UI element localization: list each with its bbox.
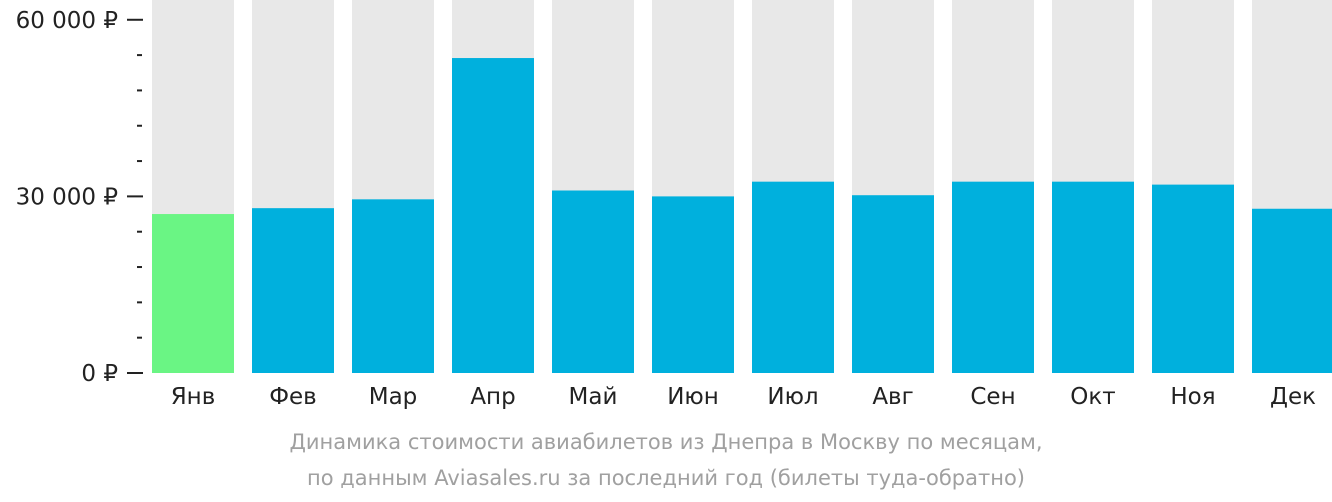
bars — [152, 58, 1332, 374]
y-tick-label: 60 000 ₽ — [16, 8, 118, 34]
bar-2 — [252, 208, 334, 373]
bar-3 — [352, 199, 434, 373]
bar-4 — [452, 58, 534, 374]
bar-11 — [1152, 184, 1234, 373]
y-tick-label: 0 ₽ — [81, 361, 118, 387]
x-tick-label: Янв — [171, 384, 216, 410]
price-bar-chart: 0 ₽ 30 000 ₽ 60 000 ₽ Янв Фев Мар Апр Май Июн Ию… — [16, 0, 1332, 410]
x-tick-label: Июл — [767, 384, 818, 410]
bar-8 — [852, 195, 934, 373]
caption-line-1: Динамика стоимости авиабилетов из Днепра… — [289, 430, 1043, 454]
x-tick-label: Ноя — [1170, 384, 1215, 410]
x-tick-label: Мар — [369, 384, 418, 410]
x-tick-label: Дек — [1270, 384, 1316, 410]
x-axis: Янв Фев Мар Апр Май Июн Июл Авг Сен Окт Ноя Дек — [171, 384, 1316, 410]
caption-line-2: по данным Aviasales.ru за последний год … — [307, 466, 1025, 490]
bar-10 — [1052, 181, 1134, 373]
bar-6 — [652, 196, 734, 373]
x-tick-label: Июн — [667, 384, 719, 410]
y-tick-label: 30 000 ₽ — [16, 184, 118, 210]
x-tick-label: Сен — [970, 384, 1015, 410]
bar-9 — [952, 181, 1034, 373]
x-tick-label: Окт — [1070, 384, 1115, 410]
x-tick-label: Апр — [470, 384, 515, 410]
bar-1 — [152, 214, 234, 373]
x-tick-label: Авг — [872, 384, 913, 410]
bar-5 — [552, 190, 634, 373]
x-tick-label: Май — [569, 384, 618, 410]
x-tick-label: Фев — [269, 384, 317, 410]
bar-7 — [752, 181, 834, 373]
y-axis: 0 ₽ 30 000 ₽ 60 000 ₽ — [16, 8, 143, 387]
bar-12 — [1252, 208, 1332, 373]
